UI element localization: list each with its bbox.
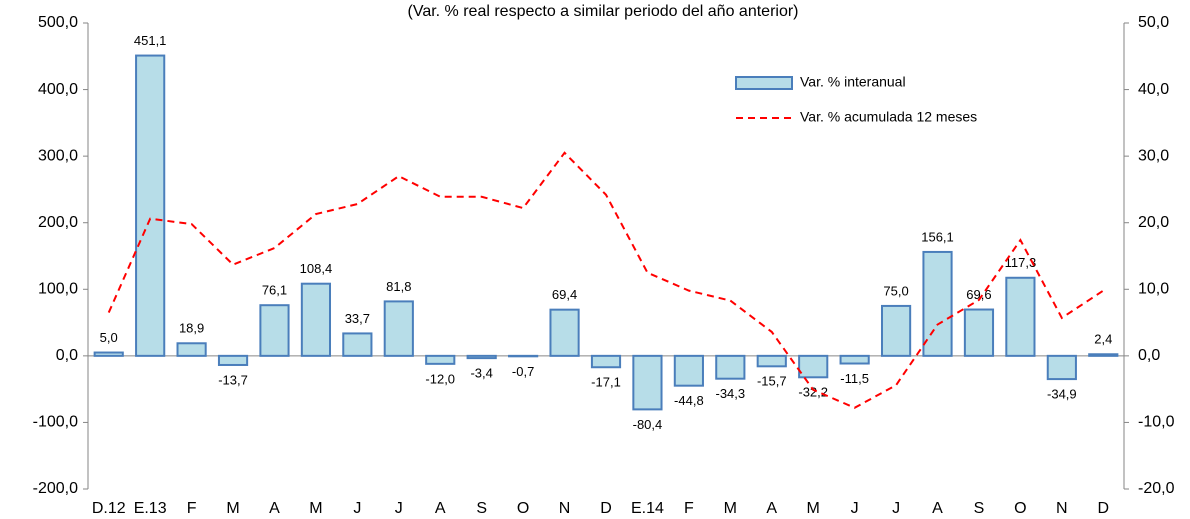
x-tick-label: M (724, 500, 737, 517)
y-tick-label: 100,0 (38, 281, 78, 298)
y2-tick-label: 40,0 (1138, 81, 1169, 98)
x-tick-label: A (435, 500, 446, 517)
bar (1046, 354, 1077, 381)
y-tick-label: 400,0 (38, 81, 78, 98)
value-label: 81,8 (386, 279, 411, 294)
y2-tick-label: -20,0 (1138, 480, 1175, 497)
bar (135, 54, 166, 357)
x-tick-label: D.12 (92, 500, 126, 517)
x-tick-label: M (309, 500, 322, 517)
bar (839, 354, 870, 365)
legend-label: Var. % acumulada 12 meses (800, 109, 977, 125)
x-tick-label: J (851, 500, 859, 517)
bar (466, 354, 497, 360)
value-label: -44,8 (674, 393, 704, 408)
x-tick-label: F (187, 500, 197, 517)
y-tick-label: 500,0 (38, 14, 78, 31)
x-tick-label: S (974, 500, 985, 517)
value-label: -32,2 (798, 385, 828, 400)
bar (756, 354, 787, 368)
y2-tick-label: -10,0 (1138, 414, 1175, 431)
bar (1088, 353, 1119, 357)
bar (590, 354, 622, 369)
bar (425, 354, 456, 365)
x-tick-label: A (932, 500, 943, 517)
y-tick-label: -200,0 (33, 480, 78, 497)
x-tick-label: S (476, 500, 487, 517)
value-label: -34,9 (1047, 387, 1077, 402)
bar (963, 308, 995, 357)
y-tick-label: 300,0 (38, 147, 78, 164)
bar (217, 354, 249, 366)
value-label: 69,4 (552, 287, 577, 302)
value-label: 108,4 (300, 261, 333, 276)
value-label: 156,1 (921, 229, 954, 244)
value-label: -12,0 (425, 371, 455, 386)
x-tick-label: N (559, 500, 571, 517)
value-label: -11,5 (840, 371, 869, 386)
value-label: -13,7 (218, 372, 248, 387)
x-tick-label: D (1097, 500, 1109, 517)
y2-tick-label: 0,0 (1138, 347, 1160, 364)
bar (342, 332, 373, 357)
value-label: 75,0 (883, 283, 908, 298)
x-tick-label: E.13 (134, 500, 167, 517)
value-label: 18,9 (179, 321, 204, 336)
value-label: 2,4 (1094, 332, 1112, 347)
value-label: 33,7 (345, 311, 370, 326)
line (107, 151, 1104, 409)
y2-tick-label: 50,0 (1138, 14, 1169, 31)
x-tick-label: M (807, 500, 820, 517)
bar (176, 342, 207, 357)
value-label: 451,1 (134, 33, 167, 48)
x-tick-label: A (269, 500, 280, 517)
x-tick-label: J (892, 500, 900, 517)
x-tick-label: D (600, 500, 612, 517)
value-label: 76,1 (262, 283, 287, 298)
bar (715, 354, 746, 380)
value-label: 5,0 (100, 330, 118, 345)
y-tick-label: 0,0 (56, 347, 78, 364)
value-label: -0,7 (512, 364, 534, 379)
bar (549, 308, 580, 357)
x-tick-label: O (517, 500, 529, 517)
x-tick-label: F (684, 500, 694, 517)
y2-tick-label: 20,0 (1138, 214, 1169, 231)
value-label: 117,3 (1005, 255, 1037, 270)
bar (632, 354, 663, 411)
legend-label: Var. % interanual (800, 74, 906, 90)
legend-swatch (735, 76, 793, 90)
bar (798, 354, 829, 379)
value-label: -17,1 (591, 375, 621, 390)
bar (922, 250, 953, 357)
bar (93, 351, 124, 357)
value-label: -15,7 (757, 374, 787, 389)
x-tick-label: J (353, 500, 361, 517)
bar (300, 282, 332, 357)
y-tick-label: 200,0 (38, 214, 78, 231)
x-tick-label: M (226, 500, 239, 517)
x-tick-label: O (1014, 500, 1026, 517)
bar (880, 304, 912, 357)
value-label: -34,3 (715, 386, 745, 401)
x-tick-label: N (1056, 500, 1068, 517)
bar (1005, 276, 1036, 357)
bar (259, 304, 290, 357)
x-tick-label: A (766, 500, 777, 517)
x-tick-label: J (395, 500, 403, 517)
y2-tick-label: 10,0 (1138, 281, 1169, 298)
chart-subtitle: (Var. % real respecto a similar periodo … (408, 3, 799, 20)
value-label: -80,4 (633, 417, 663, 432)
bar (673, 354, 704, 387)
value-label: -3,4 (470, 366, 492, 381)
bar (383, 300, 414, 357)
y-tick-label: -100,0 (33, 414, 78, 431)
x-tick-label: E.14 (631, 500, 664, 517)
y2-tick-label: 30,0 (1138, 147, 1169, 164)
